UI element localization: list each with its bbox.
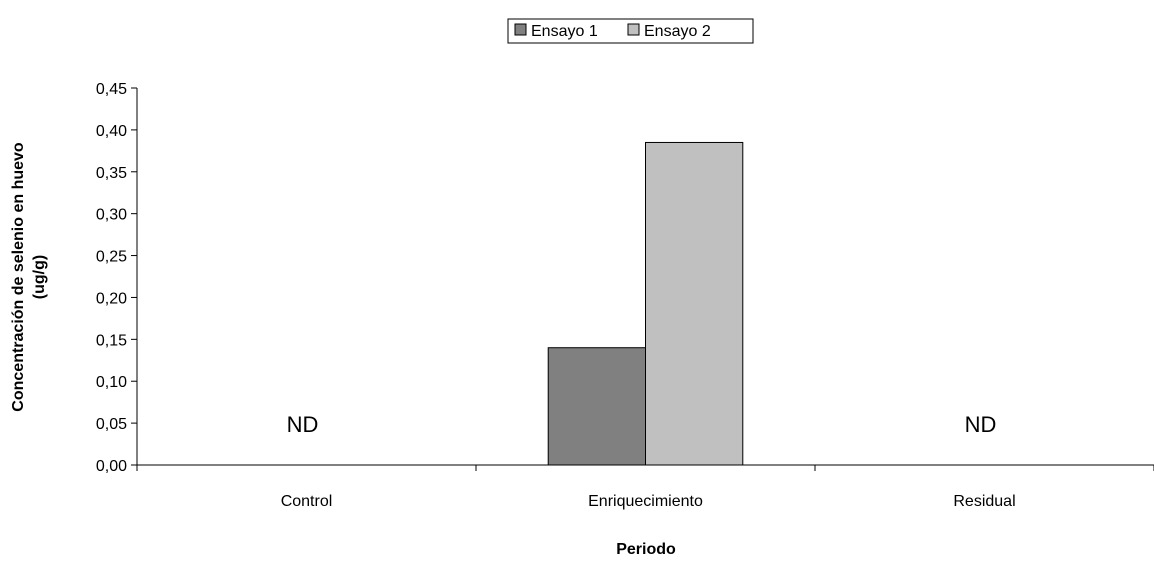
y-axis-title-line-2: (ug/g): [31, 255, 48, 299]
x-axis-ticks: Control Enriquecimiento Residual: [136, 465, 1154, 510]
annotations: ND ND: [287, 412, 997, 437]
y-axis-title: Concentración de selenio en huevo (ug/g): [10, 142, 48, 412]
y-tick-label: 0,00: [96, 458, 127, 475]
x-category-label: Enriquecimiento: [588, 493, 703, 510]
bar-ensayo-2-enriquecimiento: [645, 141, 744, 466]
y-axis-ticks: 0,00 0,05 0,10 0,15 0,20 0,25 0,30 0,35 0,40 0,45: [96, 81, 137, 475]
bar-ensayo-1-enriquecimiento: [547, 347, 646, 466]
bars: [547, 141, 744, 466]
y-tick-label: 0,25: [96, 249, 127, 266]
x-category-label: Control: [281, 493, 333, 510]
y-tick-label: 0,30: [96, 207, 127, 224]
legend-label-series-2: Ensayo 2: [644, 23, 711, 40]
y-tick-label: 0,40: [96, 123, 127, 140]
y-tick-label: 0,10: [96, 374, 127, 391]
legend-swatch-series-2: [627, 23, 640, 36]
y-axis-title-line-1: Concentración de selenio en huevo: [10, 142, 27, 412]
legend-swatch-series-1: [514, 23, 527, 36]
annotation-nd: ND: [287, 412, 319, 437]
x-axis-title: Periodo: [616, 541, 676, 558]
y-tick-label: 0,45: [96, 81, 127, 98]
y-tick-label: 0,05: [96, 416, 127, 433]
x-category-label: Residual: [953, 493, 1015, 510]
y-tick-label: 0,20: [96, 290, 127, 307]
annotation-nd: ND: [965, 412, 997, 437]
legend-label-series-1: Ensayo 1: [531, 23, 598, 40]
y-tick-label: 0,15: [96, 332, 127, 349]
y-tick-label: 0,35: [96, 165, 127, 182]
legend: Ensayo 1 Ensayo 2: [507, 18, 754, 44]
